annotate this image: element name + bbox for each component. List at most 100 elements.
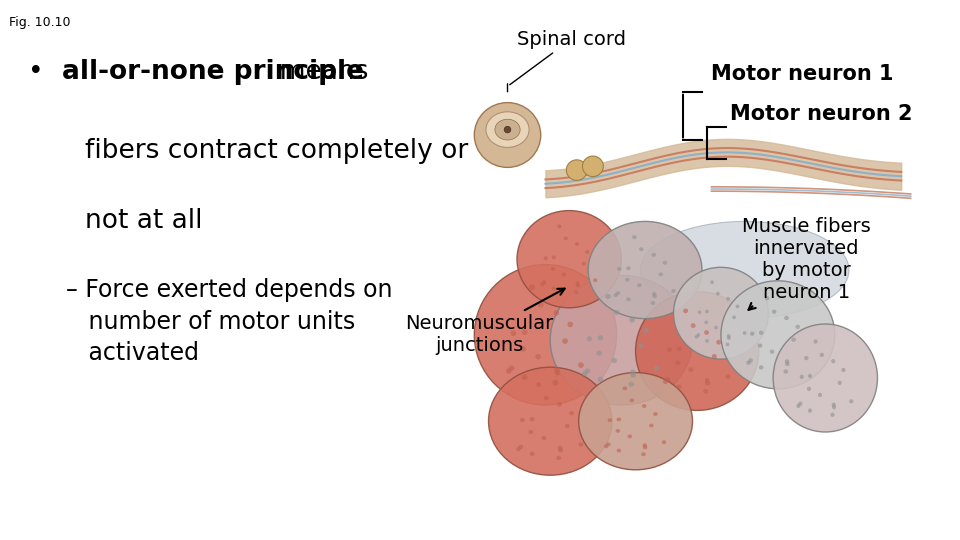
Ellipse shape — [818, 393, 822, 397]
Text: Motor neuron 2: Motor neuron 2 — [731, 104, 913, 124]
Ellipse shape — [630, 399, 635, 402]
Ellipse shape — [784, 359, 789, 363]
Ellipse shape — [555, 370, 561, 375]
Ellipse shape — [711, 354, 717, 359]
Ellipse shape — [677, 347, 682, 351]
Ellipse shape — [529, 285, 535, 290]
Ellipse shape — [576, 284, 580, 287]
Text: •: • — [29, 59, 53, 85]
Ellipse shape — [536, 382, 541, 387]
Ellipse shape — [759, 365, 763, 369]
Ellipse shape — [652, 253, 656, 257]
Ellipse shape — [543, 256, 548, 260]
Ellipse shape — [714, 326, 718, 329]
Ellipse shape — [625, 278, 630, 282]
Ellipse shape — [569, 411, 574, 415]
Ellipse shape — [553, 310, 559, 316]
Ellipse shape — [684, 308, 688, 313]
Ellipse shape — [582, 261, 586, 266]
Ellipse shape — [606, 442, 611, 446]
Ellipse shape — [726, 374, 731, 379]
Ellipse shape — [557, 225, 562, 228]
Ellipse shape — [563, 338, 568, 344]
Ellipse shape — [598, 335, 603, 340]
Ellipse shape — [517, 211, 621, 308]
Ellipse shape — [637, 284, 641, 287]
Ellipse shape — [520, 346, 526, 352]
Ellipse shape — [783, 369, 788, 374]
Ellipse shape — [521, 329, 527, 335]
Ellipse shape — [540, 282, 544, 286]
Ellipse shape — [705, 381, 710, 386]
Ellipse shape — [850, 399, 853, 403]
Ellipse shape — [773, 324, 877, 432]
Ellipse shape — [638, 343, 644, 349]
Ellipse shape — [630, 318, 635, 322]
Ellipse shape — [696, 333, 700, 337]
Ellipse shape — [509, 366, 515, 371]
Ellipse shape — [652, 292, 657, 296]
Ellipse shape — [838, 381, 842, 385]
Ellipse shape — [566, 160, 588, 180]
Ellipse shape — [504, 126, 511, 133]
Ellipse shape — [820, 353, 824, 357]
Ellipse shape — [654, 366, 660, 371]
Ellipse shape — [613, 293, 618, 297]
Ellipse shape — [596, 350, 602, 356]
Ellipse shape — [489, 367, 612, 475]
Text: not at all: not at all — [85, 208, 203, 234]
Ellipse shape — [582, 371, 588, 376]
Ellipse shape — [623, 387, 627, 390]
Ellipse shape — [726, 342, 730, 346]
Ellipse shape — [511, 330, 516, 336]
Ellipse shape — [676, 361, 681, 365]
Ellipse shape — [579, 442, 584, 447]
Ellipse shape — [663, 379, 668, 384]
Ellipse shape — [536, 354, 541, 360]
Ellipse shape — [575, 242, 579, 246]
Ellipse shape — [543, 396, 548, 400]
Text: – Force exerted depends on
   number of motor units
   activated: – Force exerted depends on number of mot… — [66, 278, 393, 365]
Ellipse shape — [567, 322, 573, 327]
Ellipse shape — [554, 367, 560, 372]
Ellipse shape — [832, 405, 836, 409]
Ellipse shape — [636, 292, 759, 410]
Ellipse shape — [552, 255, 556, 259]
Ellipse shape — [831, 359, 835, 363]
Ellipse shape — [757, 343, 762, 348]
Ellipse shape — [626, 266, 631, 270]
Ellipse shape — [727, 336, 731, 340]
Ellipse shape — [574, 291, 579, 294]
Ellipse shape — [804, 356, 808, 360]
Text: Muscle fibers
innervated
by motor
neuron 1: Muscle fibers innervated by motor neuron… — [742, 217, 871, 310]
Ellipse shape — [758, 330, 763, 335]
Ellipse shape — [593, 278, 597, 282]
Ellipse shape — [629, 382, 634, 387]
Text: all-or-none principle: all-or-none principle — [61, 59, 364, 85]
Ellipse shape — [704, 389, 708, 394]
Ellipse shape — [530, 451, 535, 456]
Ellipse shape — [542, 280, 546, 284]
Ellipse shape — [800, 375, 804, 379]
Ellipse shape — [551, 267, 555, 271]
Ellipse shape — [558, 448, 563, 453]
Ellipse shape — [538, 302, 543, 308]
Ellipse shape — [674, 267, 768, 359]
Ellipse shape — [586, 250, 589, 254]
Ellipse shape — [677, 384, 682, 389]
Ellipse shape — [474, 103, 540, 167]
Ellipse shape — [643, 446, 647, 449]
Ellipse shape — [486, 112, 529, 147]
Ellipse shape — [630, 370, 636, 375]
Ellipse shape — [579, 373, 692, 470]
Ellipse shape — [706, 309, 708, 313]
Ellipse shape — [807, 387, 811, 391]
Text: fibers contract completely or: fibers contract completely or — [85, 138, 468, 164]
Ellipse shape — [564, 424, 569, 428]
Ellipse shape — [830, 413, 834, 417]
Ellipse shape — [750, 332, 755, 336]
Ellipse shape — [831, 402, 836, 407]
Ellipse shape — [706, 339, 708, 343]
Ellipse shape — [632, 235, 636, 239]
Ellipse shape — [562, 273, 566, 276]
